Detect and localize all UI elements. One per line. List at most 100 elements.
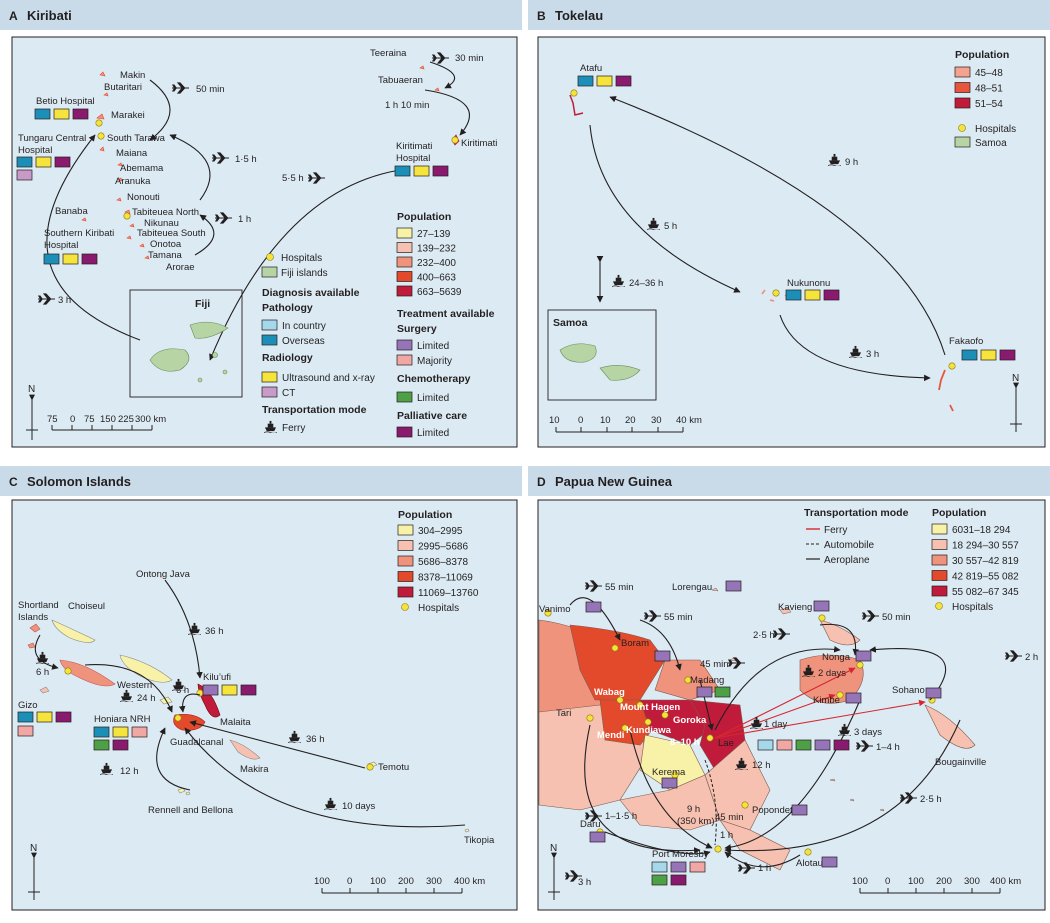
legend-d-pop-swatch [931, 570, 948, 581]
png-provinces [538, 587, 976, 871]
time-d-45min-b: 45 min [715, 812, 744, 823]
scale-b-tick-0: 10 [549, 415, 560, 426]
legend-b-samoa-swatch [954, 136, 971, 148]
legend-d-pop-swatch [931, 554, 948, 566]
label-lae: Lae [718, 738, 734, 749]
panel-b-north-arrow: N [1010, 373, 1022, 432]
panel-b-tokelau: B Tokelau Atafu Nukunonu Fakaofo [528, 0, 1050, 448]
label-choiseul: Choiseul [68, 601, 105, 612]
legend-treat-title: Treatment available [397, 308, 495, 320]
time-1h10: 1 h 10 min [385, 100, 429, 111]
label-vanimo: Vanimo [539, 604, 571, 615]
legend-palliative-limited: Limited [417, 428, 449, 439]
label-abemama: Abemama [120, 163, 164, 174]
service-boxes-gizo [17, 711, 72, 737]
label-tari: Tari [556, 708, 571, 719]
route-tikopia-honiara [184, 727, 466, 828]
route-fakaofo-atafu [609, 96, 946, 356]
legend-a-pop-swatch [396, 256, 413, 268]
panel-d-papua-new-guinea: D Papua New Guinea [528, 466, 1050, 911]
hospital-marker-fakaofo [948, 362, 956, 370]
label-maiana: Maiana [116, 148, 148, 159]
scale-d-tick-3: 200 [936, 876, 952, 887]
time-d-50min: 50 min [882, 612, 911, 623]
label-aranuka: Aranuka [115, 176, 151, 187]
label-western: Western [117, 680, 152, 691]
label-sohano: Sohano [892, 685, 925, 696]
service-boxes-betio [34, 108, 89, 120]
scale-a-tick-4: 225 [118, 414, 134, 425]
legend-fiji-swatch [261, 266, 278, 278]
label-southern-1: Southern Kiribati [44, 228, 114, 239]
legend-a-pop-label: 232–400 [417, 258, 456, 269]
hospital-marker-kiritimati [451, 136, 459, 144]
route-arorae-tabnorth [194, 214, 215, 256]
label-kavieng: Kavieng [778, 602, 812, 613]
legend-a-pop-label: 27–139 [417, 229, 451, 240]
label-daru: Daru [580, 819, 601, 830]
north-c-label: N [30, 843, 37, 854]
label-lorengau: Lorengau [672, 582, 712, 593]
time-d-2days: 2 days [818, 668, 846, 679]
route-teeraina-tabuaeran [429, 61, 456, 89]
legend-a-pop-swatch [396, 271, 413, 282]
legend-b-pop-swatch [954, 97, 971, 109]
legend-us-xray: Ultrasound and x-ray [282, 373, 375, 384]
legend-d-transport-title: Transportation mode [804, 507, 909, 519]
time-d-45min-a: 45 min [700, 659, 729, 670]
legend-c-pop-label: 11069–13760 [418, 588, 479, 599]
legend-d-aeroplane: Aeroplane [824, 555, 870, 566]
legend-a-right: Population 27–139 139–232 232–400 400–663 66… [396, 211, 495, 439]
legend-c-pop-swatch [397, 555, 414, 567]
png-automobile-route [704, 759, 717, 846]
panel-c-north-arrow: N [28, 843, 40, 900]
legend-c-hospitals: Hospitals [418, 603, 459, 614]
label-honiara: Honiara NRH [94, 714, 151, 725]
legend-d-pop-swatch [931, 585, 948, 597]
time-b-5h: 5 h [664, 221, 677, 232]
legend-overseas-swatch [261, 334, 278, 346]
legend-in-country-swatch [261, 319, 278, 331]
label-kimbe: Kimbe [813, 695, 840, 706]
scale-b-tick-5: 40 km [676, 415, 702, 426]
scale-c-tick-1: 0 [347, 876, 352, 887]
north-d-label: N [550, 843, 557, 854]
label-tab-south: Tabiteuea South [137, 228, 206, 239]
label-malaita: Malaita [220, 717, 251, 728]
north-a-label: N [28, 384, 35, 395]
label-wabag: Wabag [594, 687, 625, 698]
panel-b-title: Tokelau [555, 8, 603, 23]
legend-c-pop-label: 5686–8378 [418, 557, 468, 568]
label-rennell: Rennell and Bellona [148, 805, 234, 816]
legend-d-pop-label: 55 082–67 345 [952, 587, 1019, 598]
legend-surgery-limited: Limited [417, 341, 449, 352]
label-makin: Makin [120, 70, 145, 81]
scale-d-tick-4: 300 [964, 876, 980, 887]
scale-a-tick-1: 0 [70, 414, 75, 425]
scale-c-tick-3: 200 [398, 876, 414, 887]
label-makira: Makira [240, 764, 269, 775]
scale-c-tick-4: 300 [426, 876, 442, 887]
label-port-moresby: Port Moresby [652, 849, 709, 860]
service-boxes-fakaofo [961, 349, 1016, 361]
panel-b-scale-bar: 10 0 10 20 30 40 km [549, 415, 702, 433]
label-guadalcanal: Guadalcanal [170, 737, 223, 748]
time-d-1h: 1 h [720, 830, 733, 841]
label-madang: Madang [690, 675, 724, 686]
label-south-tarawa: South Tarawa [107, 133, 166, 144]
label-tab-north: Tabiteuea North [132, 207, 199, 218]
legend-b-hospitals: Hospitals [975, 124, 1016, 135]
legend-hospitals: Hospitals [281, 253, 322, 264]
hospital-marker-temotu [366, 763, 374, 771]
fiji-inset-box [129, 289, 243, 398]
legend-radiology: Radiology [262, 352, 313, 364]
route-rennell-honiara [156, 727, 191, 791]
service-boxes-png [585, 580, 942, 886]
legend-in-country: In country [282, 321, 326, 332]
label-alotau: Alotau [796, 858, 823, 869]
legend-d-population-title: Population [932, 507, 986, 519]
legend-b-pop-label: 51–54 [975, 99, 1003, 110]
hospital-marker-nukunonu [772, 289, 780, 297]
route-kilufi-honiara [178, 693, 201, 713]
